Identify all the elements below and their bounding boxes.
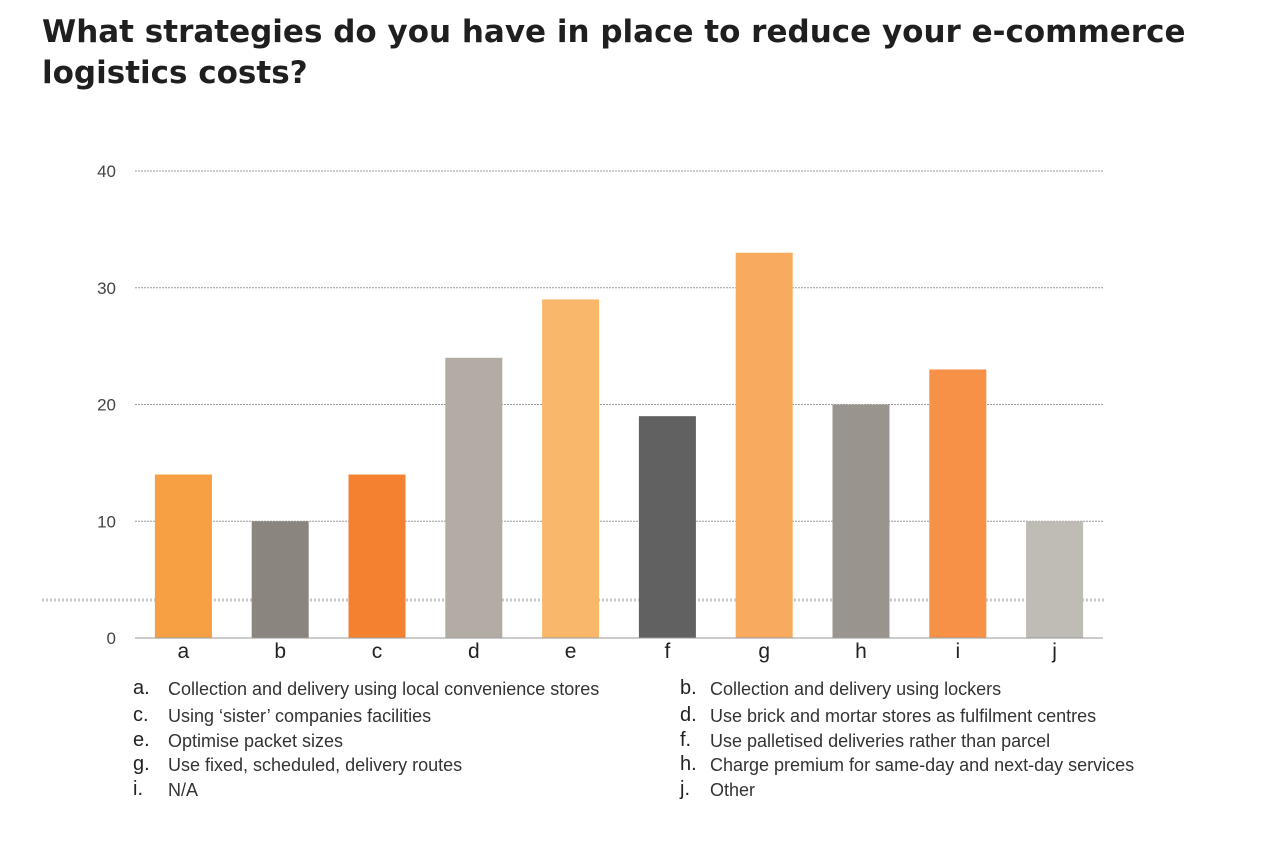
bar-c xyxy=(348,474,406,638)
bars xyxy=(154,252,1084,638)
legend-label: Charge premium for same-day and next-day… xyxy=(710,755,1135,775)
legend-label: Collection and delivery using lockers xyxy=(710,679,1002,699)
legend-label: Collection and delivery using local conv… xyxy=(168,679,600,699)
legend-label: Optimise packet sizes xyxy=(168,731,344,751)
x-tick-label: h xyxy=(855,640,867,663)
x-tick-label: b xyxy=(274,640,286,663)
chart-title: What strategies do you have in place to … xyxy=(42,14,1186,91)
y-tick-label: 40 xyxy=(97,162,116,181)
bar-b xyxy=(251,521,309,638)
x-tick-label: j xyxy=(1051,640,1057,663)
legend-label: Use fixed, scheduled, delivery routes xyxy=(168,755,463,775)
legend-key: i. xyxy=(133,778,143,800)
bar-e xyxy=(542,299,600,638)
legend-key: g. xyxy=(133,753,150,775)
legend-key: j. xyxy=(680,778,690,800)
y-tick-label: 20 xyxy=(97,396,116,415)
legend-key: e. xyxy=(133,729,150,751)
y-tick-label: 10 xyxy=(97,512,116,531)
legend-label: N/A xyxy=(168,780,199,800)
legend-label: Use brick and mortar stores as fulfilmen… xyxy=(710,706,1097,726)
x-tick-label: i xyxy=(955,640,960,663)
legend-key: f. xyxy=(680,729,692,751)
legend-label: Using ‘sister’ companies facilities xyxy=(168,706,432,726)
bar-a xyxy=(154,474,212,638)
x-tick-label: g xyxy=(758,640,770,663)
bar-d xyxy=(445,357,503,638)
x-tick-label: e xyxy=(565,640,577,663)
legend-key: a. xyxy=(133,677,150,699)
bar-j xyxy=(1026,521,1084,638)
bar-g xyxy=(735,252,793,638)
x-tick-label: f xyxy=(664,640,670,663)
bar-f xyxy=(638,416,696,638)
bar-chart: 0 10 20 30 40 a b c d e f g h i j xyxy=(42,162,1106,663)
y-tick-label: 30 xyxy=(97,279,116,298)
legend-key: d. xyxy=(680,704,697,726)
legend-key: c. xyxy=(133,704,149,726)
y-axis-ticks: 0 10 20 30 40 xyxy=(97,162,116,648)
x-axis-ticks: a b c d e f g h i j xyxy=(178,640,1057,663)
y-tick-label: 0 xyxy=(107,629,116,648)
legend-label: Other xyxy=(710,780,756,800)
x-tick-label: a xyxy=(178,640,190,663)
legend-label: Use palletised deliveries rather than pa… xyxy=(710,731,1051,751)
legend-key: b. xyxy=(680,677,697,699)
x-tick-label: d xyxy=(468,640,480,663)
bar-i xyxy=(929,369,987,638)
bar-h xyxy=(832,404,890,638)
x-tick-label: c xyxy=(372,640,383,663)
gridlines xyxy=(135,170,1103,522)
legend-key: h. xyxy=(680,753,697,775)
